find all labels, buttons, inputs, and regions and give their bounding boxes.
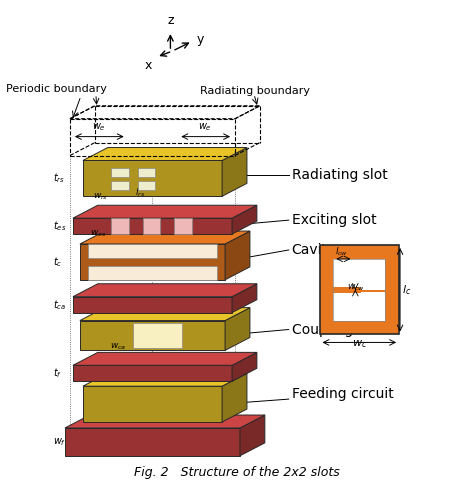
Text: $w_f$: $w_f$: [53, 436, 66, 448]
Bar: [111, 169, 128, 177]
Text: Feeding circuit: Feeding circuit: [292, 387, 393, 401]
Bar: [137, 169, 155, 177]
Bar: [88, 244, 217, 258]
Polygon shape: [232, 205, 257, 234]
Polygon shape: [222, 148, 247, 196]
Text: $w_{es}$: $w_{es}$: [90, 229, 106, 239]
Polygon shape: [73, 365, 232, 381]
Polygon shape: [73, 353, 257, 365]
Bar: [111, 218, 128, 234]
Text: $t_{es}$: $t_{es}$: [53, 219, 66, 233]
Polygon shape: [225, 231, 250, 280]
Text: $l_{ca}$: $l_{ca}$: [155, 337, 166, 350]
Polygon shape: [225, 308, 250, 350]
Polygon shape: [80, 308, 250, 320]
Polygon shape: [240, 415, 265, 456]
Text: $t_c$: $t_c$: [53, 255, 63, 269]
Bar: [319, 245, 399, 335]
Text: Exciting slot: Exciting slot: [292, 213, 376, 227]
Text: Radiating boundary: Radiating boundary: [200, 86, 310, 96]
Text: $w_e$: $w_e$: [198, 121, 212, 132]
Text: Cavity: Cavity: [292, 243, 336, 257]
Text: $w_e$: $w_e$: [92, 121, 106, 132]
Polygon shape: [65, 415, 265, 428]
Text: $w_{ca}$: $w_{ca}$: [109, 341, 126, 352]
Polygon shape: [83, 373, 247, 386]
Text: $l_c$: $l_c$: [402, 283, 411, 297]
Text: $t_{rs}$: $t_{rs}$: [53, 171, 65, 185]
Polygon shape: [73, 218, 232, 234]
Bar: [333, 259, 385, 288]
Polygon shape: [73, 205, 257, 218]
Polygon shape: [232, 284, 257, 313]
Text: $t_f$: $t_f$: [53, 366, 62, 380]
Polygon shape: [80, 244, 225, 280]
Text: $l_{rs}$: $l_{rs}$: [136, 186, 146, 199]
Text: Radiating slot: Radiating slot: [292, 169, 387, 183]
Bar: [333, 292, 385, 320]
Polygon shape: [65, 428, 240, 456]
Bar: [333, 259, 363, 290]
Bar: [333, 259, 385, 320]
Text: $w_c$: $w_c$: [352, 338, 367, 350]
Text: $w_{rs}$: $w_{rs}$: [93, 191, 109, 202]
Polygon shape: [83, 386, 222, 422]
Polygon shape: [222, 373, 247, 422]
Polygon shape: [73, 284, 257, 297]
Bar: [111, 181, 128, 190]
Text: Fig. 2   Structure of the 2x2 slots: Fig. 2 Structure of the 2x2 slots: [134, 466, 340, 479]
Polygon shape: [83, 148, 247, 161]
Bar: [137, 181, 155, 190]
Text: $l_{cw}$: $l_{cw}$: [336, 245, 348, 258]
Text: $w_{cw}$: $w_{cw}$: [347, 282, 365, 293]
Polygon shape: [83, 161, 222, 196]
Text: y: y: [196, 33, 204, 46]
Bar: [356, 259, 385, 290]
Text: Coupling slot: Coupling slot: [292, 322, 383, 337]
Text: Periodic boundary: Periodic boundary: [6, 84, 107, 94]
Polygon shape: [80, 231, 250, 244]
Text: $l_{es}$: $l_{es}$: [142, 224, 153, 236]
Text: z: z: [167, 14, 173, 27]
Bar: [174, 218, 192, 234]
Text: $t_{ca}$: $t_{ca}$: [53, 298, 66, 312]
Bar: [143, 218, 161, 234]
Bar: [333, 287, 361, 293]
Bar: [88, 266, 217, 280]
Polygon shape: [80, 320, 225, 350]
Bar: [133, 322, 182, 348]
Polygon shape: [232, 353, 257, 381]
Text: x: x: [145, 59, 153, 72]
Polygon shape: [73, 297, 232, 313]
